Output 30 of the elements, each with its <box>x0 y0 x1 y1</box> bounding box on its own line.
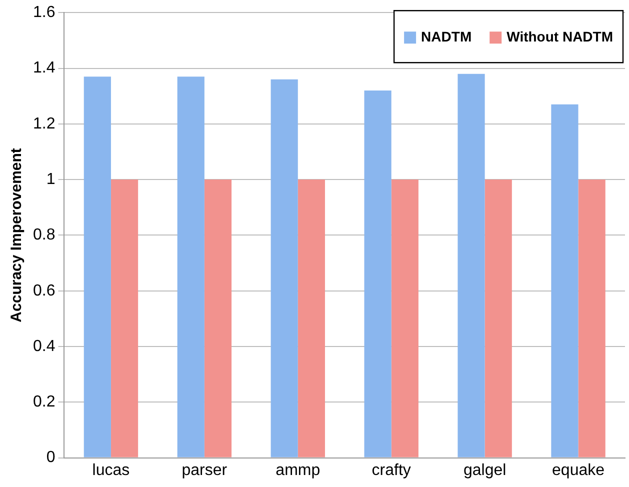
x-tick-label: galgel <box>463 462 506 479</box>
x-tick-label: ammp <box>276 462 320 479</box>
y-tick-label: 0.8 <box>32 226 56 244</box>
y-tick-label: 0.6 <box>32 282 56 300</box>
bar <box>110 180 138 458</box>
x-tick-label: equake <box>552 462 605 479</box>
bar <box>391 180 418 458</box>
bar <box>270 79 298 458</box>
y-tick-label: 1.6 <box>32 4 56 22</box>
y-tick-label: 0 <box>46 449 56 466</box>
bar <box>484 180 512 458</box>
bar <box>578 180 606 458</box>
y-tick-label: 0.2 <box>32 394 56 411</box>
y-tick-label: 1.4 <box>32 60 56 77</box>
x-tick-label: crafty <box>372 462 411 479</box>
x-tick-label: lucas <box>92 462 130 479</box>
bar <box>84 76 111 458</box>
bar <box>204 180 232 458</box>
y-tick-label: 1.2 <box>32 115 56 132</box>
bar <box>458 74 485 458</box>
y-tick-label: 0.4 <box>32 338 56 355</box>
y-tick-label: 1 <box>46 170 56 188</box>
x-tick-label: parser <box>182 462 228 479</box>
legend-label: Without NADTM <box>506 28 614 44</box>
bar <box>177 76 204 458</box>
bar <box>298 180 325 458</box>
y-axis-title: Accuracy Imperovement <box>8 148 26 322</box>
bar <box>364 90 392 458</box>
legend-label: NADTM <box>421 28 472 44</box>
bar <box>551 104 578 458</box>
